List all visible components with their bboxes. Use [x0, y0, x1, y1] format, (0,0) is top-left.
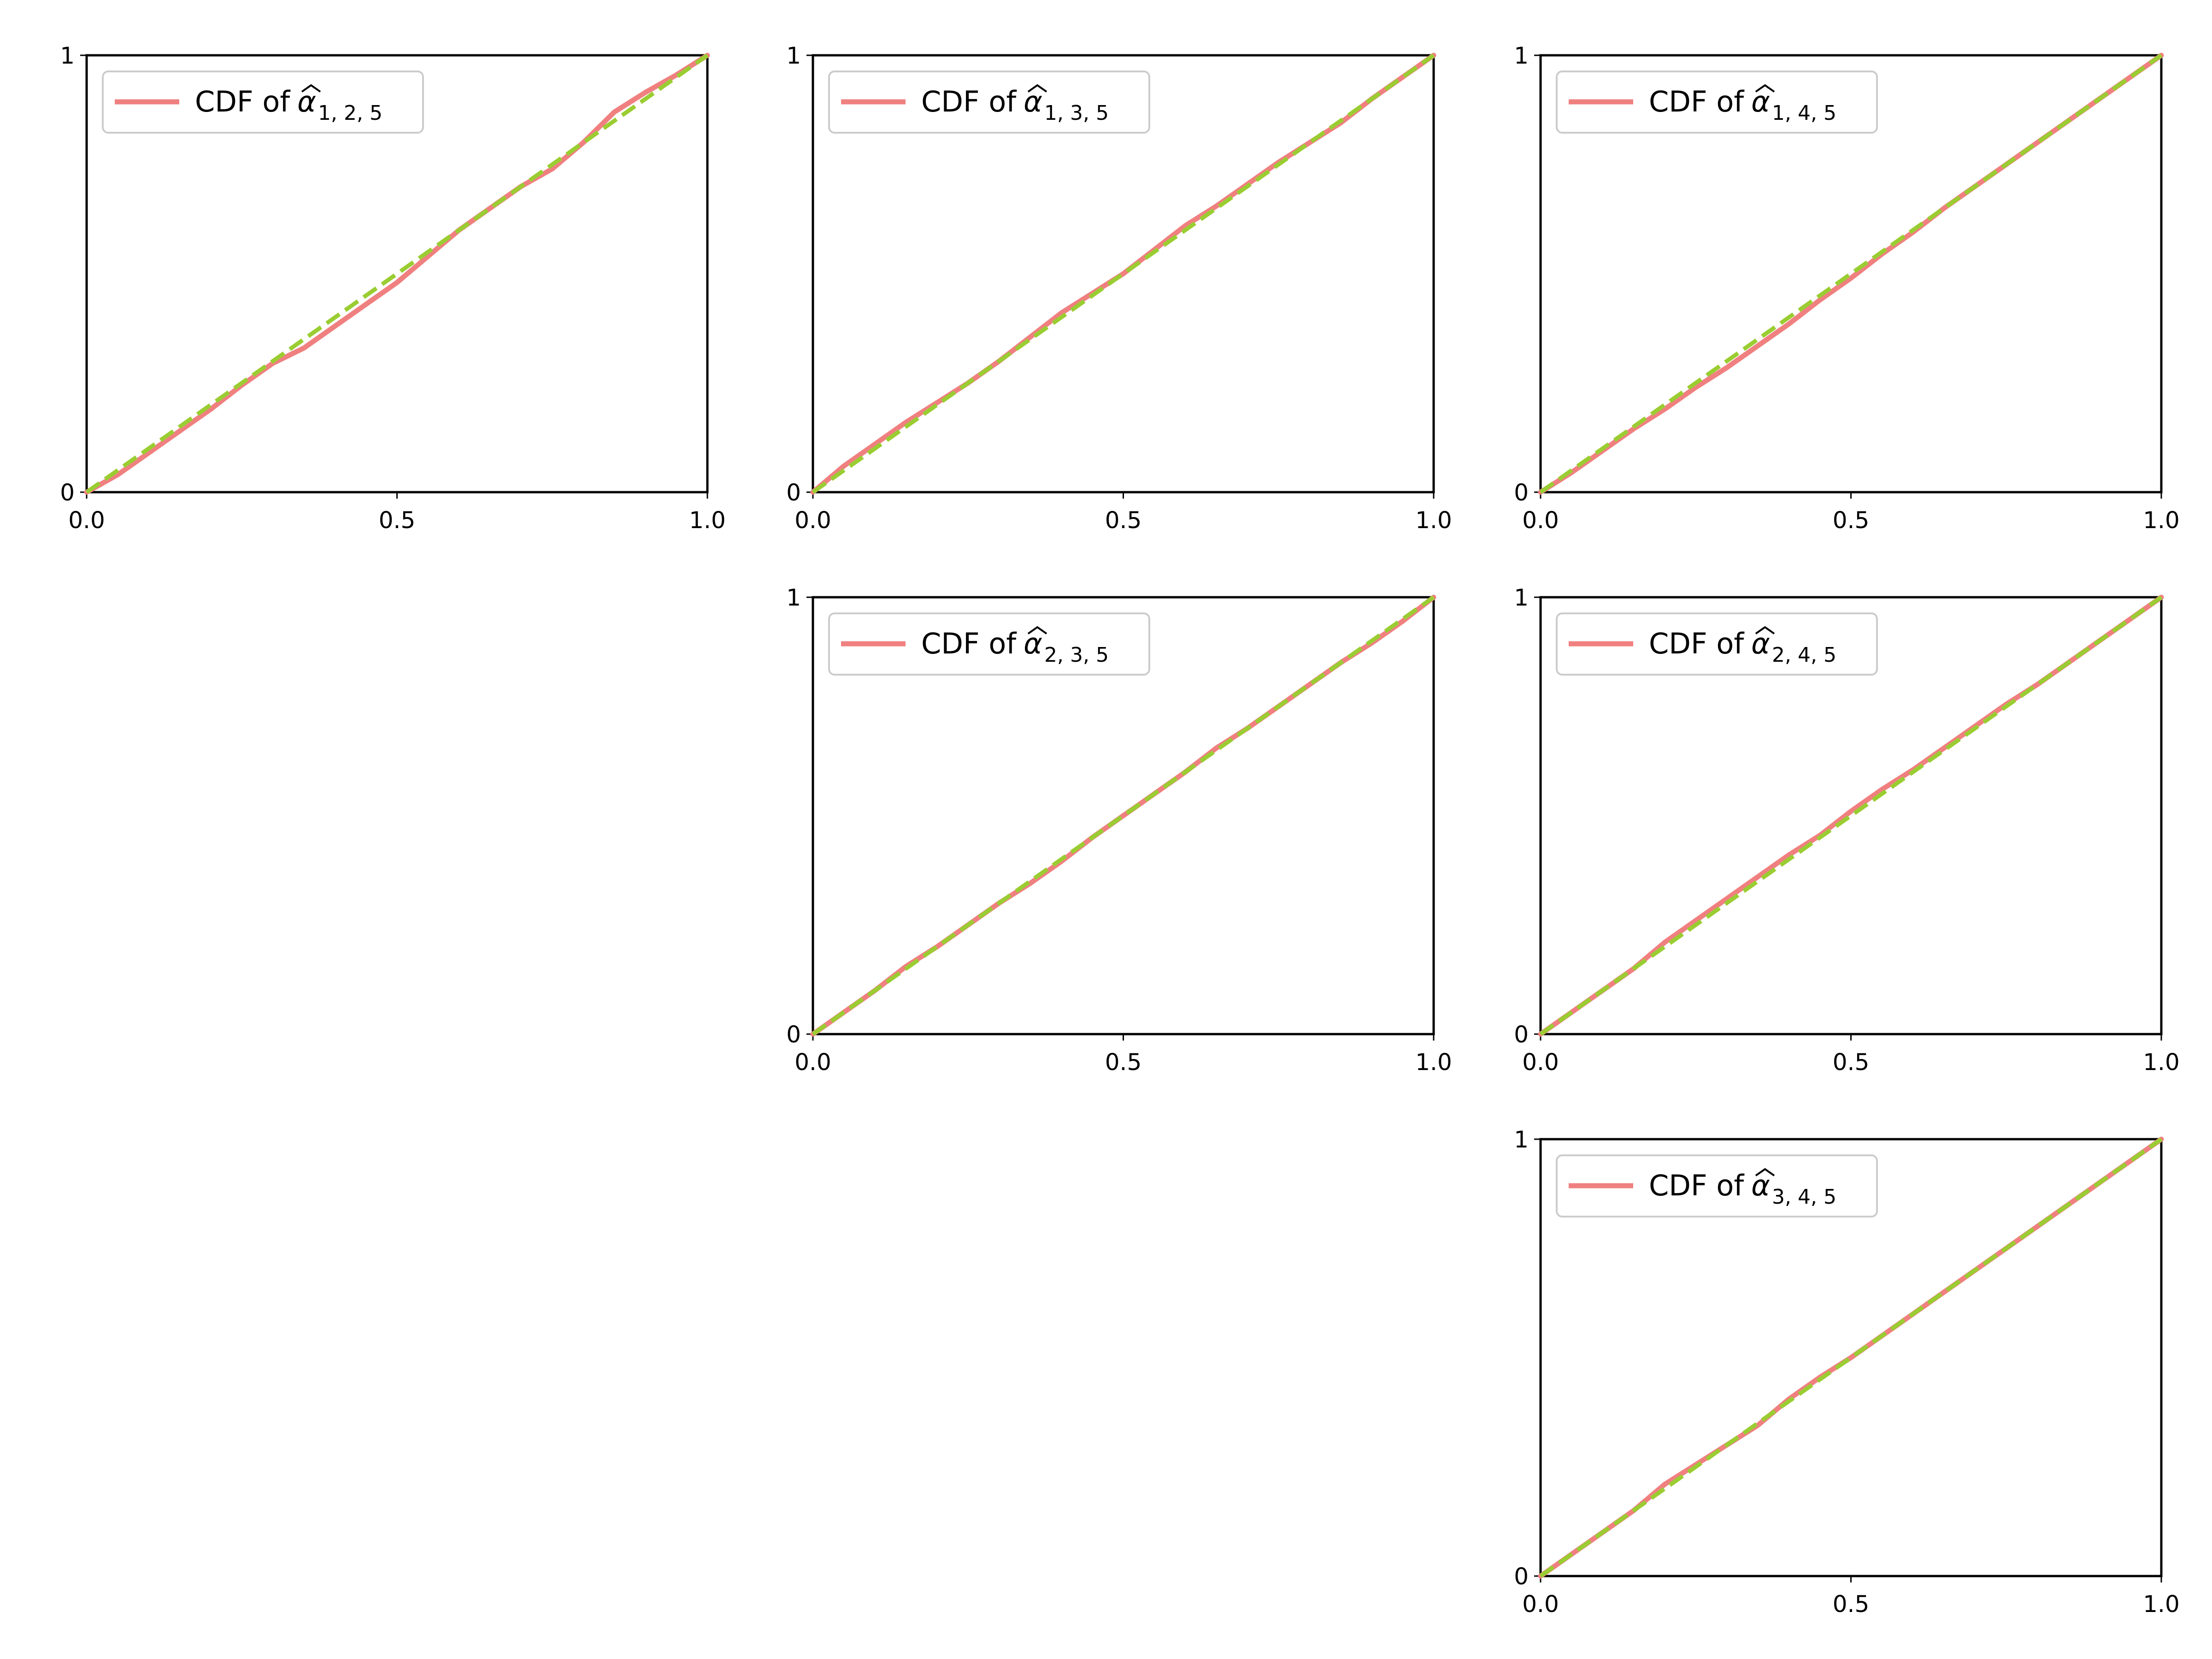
x-tick-label: 1.0 — [689, 507, 726, 534]
legend-box — [1556, 1154, 1878, 1218]
uniform-reference-line — [1539, 1137, 2163, 1578]
uniform-reference-line — [85, 53, 709, 494]
legend: CDF of α2, 3, 5 — [828, 612, 1150, 676]
hat-accent — [1755, 626, 1775, 635]
y-tick-label: 1 — [1514, 1126, 1529, 1153]
legend-box — [1556, 612, 1878, 676]
y-tick-label: 0 — [1514, 1563, 1529, 1590]
legend: CDF of α1, 2, 5 — [102, 71, 424, 134]
x-tick-label: 0.5 — [1105, 507, 1142, 534]
subplot-5: 0.0 0.5 1.0 0 1 CDF of α2, 4, 5 — [1514, 584, 2180, 1076]
x-tick-label: 0.5 — [1105, 1049, 1142, 1076]
hat-accent — [1027, 626, 1047, 635]
x-tick-label: 0.5 — [379, 507, 416, 534]
x-tick-label: 0.0 — [1522, 1591, 1559, 1618]
legend-subscript: 2, 4, 5 — [1772, 643, 1836, 667]
hat-accent — [1755, 1168, 1775, 1177]
x-tick-label: 0.5 — [1833, 507, 1870, 534]
uniform-reference-line — [812, 53, 1435, 494]
hat-accent — [1755, 84, 1775, 93]
legend-subscript: 1, 4, 5 — [1772, 101, 1836, 125]
legend-label: CDF of α1, 2, 5 — [195, 85, 382, 125]
y-tick-label: 0 — [1514, 479, 1529, 506]
y-tick-label: 1 — [1514, 42, 1529, 69]
legend-label: CDF of α3, 4, 5 — [1649, 1169, 1836, 1209]
x-tick-label: 0.0 — [1522, 507, 1559, 534]
subplot-6: 0.0 0.5 1.0 0 1 CDF of α3, 4, 5 — [1514, 1126, 2180, 1618]
legend-box — [828, 612, 1150, 676]
legend: CDF of α1, 3, 5 — [828, 71, 1150, 134]
legend-label: CDF of α2, 3, 5 — [921, 627, 1109, 667]
y-tick-label: 1 — [786, 584, 801, 611]
x-tick-label: 0.0 — [68, 507, 105, 534]
legend-symbol: α — [1751, 1169, 1770, 1202]
legend: CDF of α1, 4, 5 — [1556, 71, 1878, 134]
subplot-1: 0.0 0.5 1.0 0 1 CDF of α1, 2, 5 — [60, 42, 726, 534]
uniform-reference-line — [1539, 53, 2163, 494]
legend-subscript: 2, 3, 5 — [1044, 643, 1109, 667]
x-tick-label: 1.0 — [2143, 1049, 2180, 1076]
hat-accent — [1027, 84, 1047, 93]
uniform-reference-line — [812, 595, 1435, 1036]
y-tick-label: 1 — [1514, 584, 1529, 611]
y-tick-label: 1 — [60, 42, 75, 69]
x-tick-label: 1.0 — [1415, 507, 1452, 534]
subplot-4: 0.0 0.5 1.0 0 1 CDF of α2, 3, 5 — [786, 584, 1452, 1076]
x-tick-label: 1.0 — [2143, 1591, 2180, 1618]
uniform-reference-line — [1539, 595, 2163, 1036]
legend-subscript: 3, 4, 5 — [1772, 1185, 1836, 1209]
legend-box — [1556, 71, 1878, 134]
legend-symbol: α — [1751, 85, 1770, 118]
y-tick-label: 1 — [786, 42, 801, 69]
x-tick-label: 1.0 — [1415, 1049, 1452, 1076]
x-tick-label: 0.5 — [1833, 1049, 1870, 1076]
empirical-cdf-line — [810, 53, 1436, 495]
y-tick-label: 0 — [60, 479, 75, 506]
x-tick-label: 0.0 — [794, 507, 831, 534]
y-tick-label: 0 — [786, 479, 801, 506]
x-tick-label: 0.0 — [1522, 1049, 1559, 1076]
y-tick-label: 0 — [1514, 1021, 1529, 1048]
x-tick-label: 0.0 — [794, 1049, 831, 1076]
legend-symbol: α — [297, 85, 316, 118]
legend-subscript: 1, 2, 5 — [318, 101, 382, 125]
empirical-cdf-line — [84, 53, 710, 495]
legend-symbol: α — [1024, 627, 1042, 660]
legend: CDF of α3, 4, 5 — [1556, 1154, 1878, 1218]
legend-label: CDF of α2, 4, 5 — [1649, 627, 1836, 667]
legend-box — [102, 71, 424, 134]
legend-symbol: α — [1751, 627, 1770, 660]
legend-label: CDF of α1, 3, 5 — [921, 85, 1109, 125]
legend-symbol: α — [1024, 85, 1042, 118]
legend-box — [828, 71, 1150, 134]
legend-subscript: 1, 3, 5 — [1044, 101, 1109, 125]
subplot-2: 0.0 0.5 1.0 0 1 CDF of α1, 3, 5 — [786, 42, 1452, 534]
y-tick-label: 0 — [786, 1021, 801, 1048]
hat-accent — [301, 84, 321, 93]
subplot-3: 0.0 0.5 1.0 0 1 CDF of α1, 4, 5 — [1514, 42, 2180, 534]
legend-label: CDF of α1, 4, 5 — [1649, 85, 1836, 125]
x-tick-label: 1.0 — [2143, 507, 2180, 534]
legend: CDF of α2, 4, 5 — [1556, 612, 1878, 676]
x-tick-label: 0.5 — [1833, 1591, 1870, 1618]
